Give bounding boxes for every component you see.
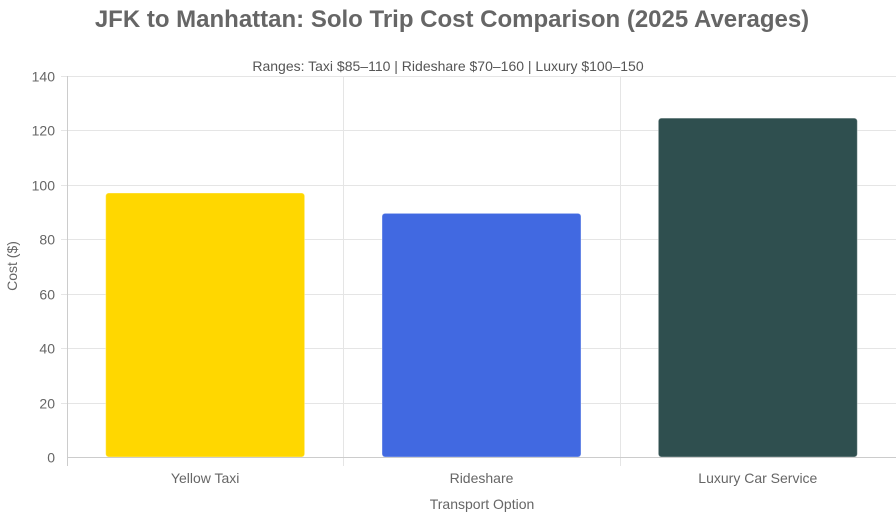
y-tick-label: 120 — [32, 123, 56, 139]
y-tick-label: 60 — [39, 287, 55, 303]
y-tick-label: 140 — [32, 69, 56, 85]
y-tick-label: 100 — [32, 178, 56, 194]
y-tick-label: 40 — [39, 341, 55, 357]
y-axis-title: Cost ($) — [4, 241, 20, 291]
x-tick-label: Rideshare — [450, 470, 514, 486]
y-tick-label: 80 — [39, 232, 55, 248]
chart-title: JFK to Manhattan: Solo Trip Cost Compari… — [95, 6, 809, 33]
x-tick-label: Yellow Taxi — [171, 470, 240, 486]
chart-subtitle: Ranges: Taxi $85–110 | Rideshare $70–160… — [252, 58, 643, 74]
bars-layer — [105, 117, 858, 458]
labels-layer: 0 20 40 60 80 100 120 140 Yellow Taxi Rideshare Lu… — [32, 69, 818, 487]
bar-yellow-taxi — [105, 192, 306, 458]
bar-luxury-car-service — [657, 117, 858, 458]
x-axis-title: Transport Option — [430, 496, 535, 512]
y-tick-label: 0 — [47, 450, 55, 466]
x-tick-label: Luxury Car Service — [698, 470, 817, 486]
y-tick-label: 20 — [39, 396, 55, 412]
axes-layer — [67, 76, 896, 466]
bar-rideshare — [381, 212, 582, 458]
